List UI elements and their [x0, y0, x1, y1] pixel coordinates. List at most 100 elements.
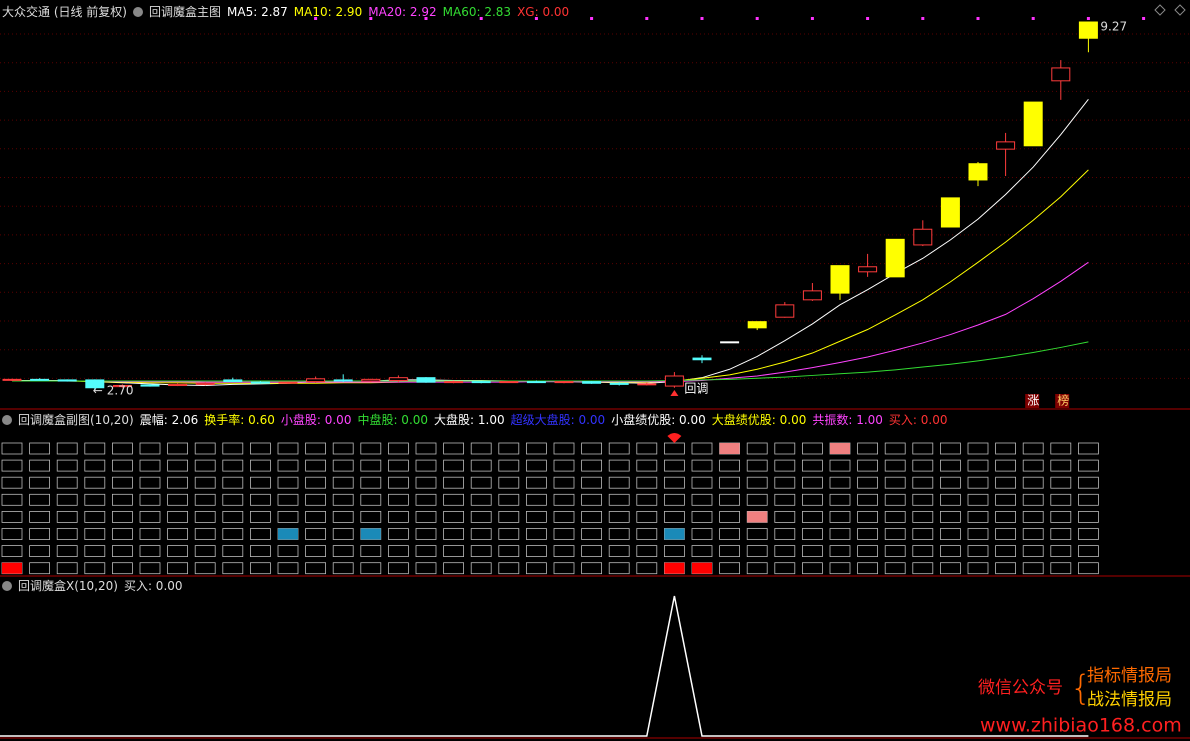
signal-cell [774, 528, 796, 540]
signal-cell [1050, 459, 1072, 472]
signal-cell [636, 562, 658, 575]
signal-cell [581, 510, 602, 523]
signal-cell [857, 528, 878, 540]
signal-cell [1, 476, 23, 489]
signal-cell [305, 510, 327, 523]
signal-cell [608, 528, 630, 540]
signal-cell [498, 510, 520, 523]
signal-cell [746, 545, 768, 557]
signal-cell [139, 442, 161, 455]
signal-cell [526, 459, 547, 472]
signal-cell [608, 493, 630, 506]
signal-cell [56, 476, 78, 489]
signal-cell [249, 510, 271, 523]
signal-cell [249, 459, 271, 472]
signal-cell [167, 562, 189, 575]
candle-body [30, 378, 50, 381]
legend-entry: 小盘股: 0.00 [280, 413, 352, 427]
signal-cell [967, 476, 989, 489]
signal-cell [84, 545, 106, 557]
signal-cell [1022, 476, 1044, 489]
ma-line [12, 261, 1089, 383]
signal-cell [139, 528, 161, 540]
signal-cell [608, 545, 630, 557]
signal-cell [1, 459, 23, 472]
signal-cell [608, 476, 630, 489]
watermark-name: 战法情报局 [1087, 690, 1172, 710]
signal-cell [664, 493, 685, 506]
candle-body [416, 377, 436, 383]
signal-cell [167, 459, 189, 472]
signal-cell [912, 493, 934, 506]
signal-cell [746, 476, 768, 489]
candle-body [250, 381, 270, 384]
signal-cell-on [2, 562, 22, 574]
signal-cell [167, 545, 189, 557]
signal-cell [222, 562, 244, 575]
signal-cell [112, 545, 133, 557]
panel-icon[interactable] [1154, 4, 1186, 16]
signal-cell [912, 510, 934, 523]
signal-cell [802, 528, 823, 540]
signal-cell [857, 510, 878, 523]
signal-cell [884, 493, 906, 506]
signal-cell [995, 442, 1016, 455]
signal-cell [360, 476, 382, 489]
signal-cell [1022, 562, 1044, 575]
signal-cell [415, 476, 437, 489]
indicator-name: 回调魔盒主图 [149, 5, 222, 19]
menu-icon[interactable] [2, 580, 12, 591]
signal-dot [369, 17, 373, 20]
signal-cell [940, 528, 961, 540]
candle-body [996, 141, 1016, 150]
signal-cell [1, 528, 23, 540]
signal-cell [746, 562, 768, 575]
candle-body [609, 382, 629, 385]
signal-cell [277, 562, 299, 575]
signal-cell [526, 510, 547, 523]
signal-cell [277, 442, 299, 455]
signal-cell [29, 476, 51, 489]
signal-cell-on [692, 562, 712, 574]
candle-body [306, 378, 326, 383]
signal-cell [360, 442, 382, 455]
candle-body [885, 238, 905, 278]
signal-cell-on [278, 528, 298, 540]
signal-cell [1050, 528, 1072, 540]
signal-cell [829, 545, 851, 557]
signal-cell [774, 442, 796, 455]
signal-cell [691, 476, 713, 489]
signal-cell [332, 493, 354, 506]
signal-cell [581, 528, 602, 540]
signal-cell [1050, 562, 1072, 575]
signal-cell [277, 459, 299, 472]
signal-cell [387, 476, 409, 489]
signal-cell [194, 510, 216, 523]
high-label: 9.27 [1100, 20, 1127, 34]
signal-cell [995, 562, 1016, 575]
signal-cell [774, 476, 796, 489]
menu-icon[interactable] [2, 414, 12, 425]
signal-cell [1078, 459, 1099, 472]
signal-cell [940, 459, 961, 472]
signal-cell [277, 493, 299, 506]
signal-cell [746, 493, 768, 506]
sub-header: 回调魔盒副图(10,20) 震幅: 2.06 换手率: 0.60 小盘股: 0.00… [2, 411, 948, 428]
signal-cell [912, 476, 934, 489]
main-header: 大众交通 (日线 前复权) 回调魔盒主图 MA5: 2.87 MA10: 2.90… [2, 3, 569, 20]
low-label: 2.70 [107, 384, 134, 398]
candle-body [57, 379, 77, 382]
candle-body [112, 385, 132, 388]
signal-cell [222, 459, 244, 472]
signal-cell [636, 459, 658, 472]
signal-cell [691, 442, 713, 455]
signal-cell [498, 442, 520, 455]
signal-cell [912, 442, 934, 455]
signal-cell [884, 459, 906, 472]
signal-cell [415, 493, 437, 506]
menu-icon[interactable] [133, 6, 143, 17]
signal-cell [29, 459, 51, 472]
signal-cell [470, 545, 492, 557]
signal-dot [314, 17, 318, 20]
